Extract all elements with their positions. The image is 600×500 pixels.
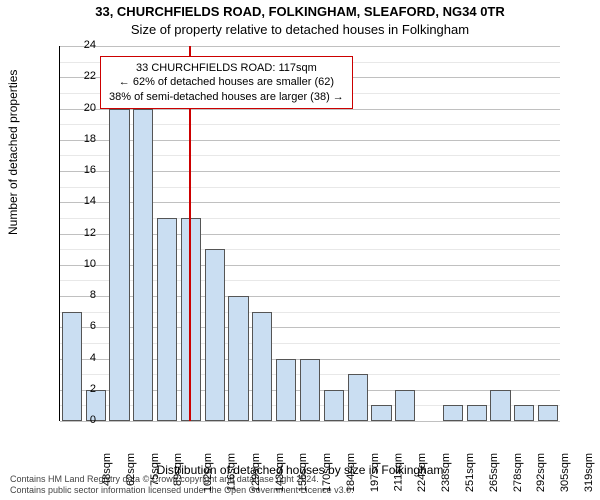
y-tick-label: 8 [56,289,96,301]
bar [371,405,391,421]
bar [133,109,153,422]
x-tick-label: 265sqm [488,453,500,492]
y-tick-label: 6 [56,320,96,332]
bar [395,390,415,421]
x-tick-label: 251sqm [464,453,476,492]
y-tick-label: 0 [56,414,96,426]
bar [514,405,534,421]
y-tick-label: 14 [56,195,96,207]
bar [252,312,272,421]
annotation-line3: 38% of semi-detached houses are larger (… [109,90,344,104]
bar [228,296,248,421]
y-tick-label: 20 [56,102,96,114]
bar [300,359,320,422]
x-tick-label: 211sqm [392,453,404,491]
x-tick-label: 305sqm [559,453,571,492]
bar [276,359,296,422]
bar [157,218,177,421]
y-tick-label: 2 [56,383,96,395]
annotation-box: 33 CHURCHFIELDS ROAD: 117sqm ← 62% of de… [100,56,353,109]
x-tick-label: 156sqm [298,453,310,492]
y-tick-label: 18 [56,133,96,145]
chart-title-main: 33, CHURCHFIELDS ROAD, FOLKINGHAM, SLEAF… [0,4,600,19]
x-tick-label: 143sqm [274,453,286,492]
annotation-line1: 33 CHURCHFIELDS ROAD: 117sqm [109,61,344,75]
x-tick-label: 102sqm [202,453,214,492]
x-tick-label: 224sqm [417,453,429,492]
y-tick-label: 4 [56,352,96,364]
y-axis-label: Number of detached properties [6,70,20,235]
y-tick-label: 10 [56,258,96,270]
x-tick-label: 238sqm [440,453,452,492]
bar [109,109,129,422]
bar [467,405,487,421]
annotation-line2: ← 62% of detached houses are smaller (62… [109,75,344,89]
x-tick-label: 278sqm [512,453,524,492]
bar [348,374,368,421]
y-tick-label: 16 [56,164,96,176]
bar [538,405,558,421]
bar [490,390,510,421]
bar [443,405,463,421]
x-tick-label: 184sqm [345,453,357,492]
gridline-major [60,46,560,47]
chart-title-sub: Size of property relative to detached ho… [0,22,600,37]
x-tick-label: 197sqm [369,453,381,492]
x-tick-label: 292sqm [536,453,548,492]
x-tick-label: 129sqm [250,453,262,492]
bar [205,249,225,421]
x-tick-label: 170sqm [321,453,333,492]
y-tick-label: 22 [56,70,96,82]
y-tick-label: 24 [56,39,96,51]
x-tick-label: 319sqm [583,453,595,492]
x-tick-label: 116sqm [225,453,237,491]
x-tick-label: 48sqm [101,453,113,486]
gridline-major [60,421,560,422]
x-tick-label: 75sqm [149,453,161,486]
x-tick-label: 62sqm [125,453,137,486]
x-tick-label: 89sqm [172,453,184,486]
bar [324,390,344,421]
y-tick-label: 12 [56,227,96,239]
plot-area: 33 CHURCHFIELDS ROAD: 117sqm ← 62% of de… [60,46,560,421]
